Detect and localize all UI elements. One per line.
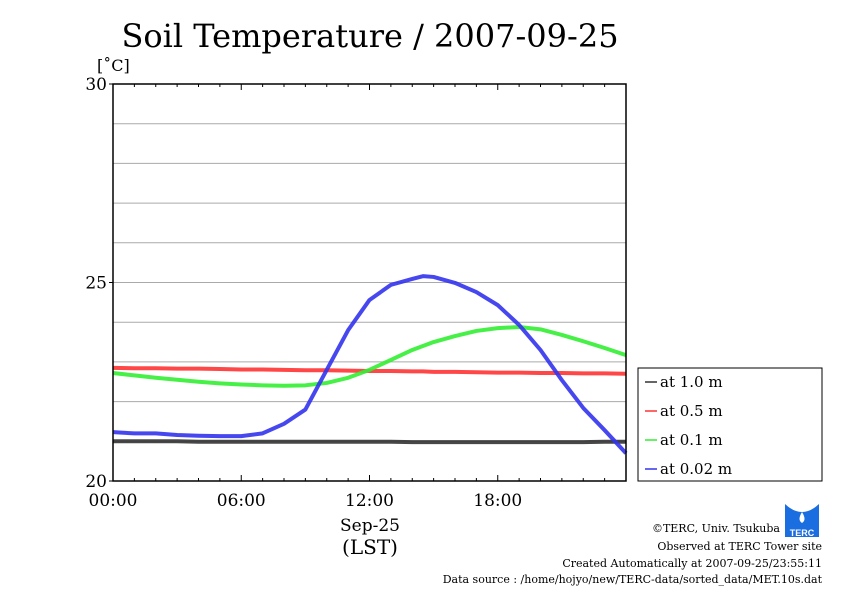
series-line-0: [113, 439, 626, 445]
y-tick-label: 30: [85, 75, 107, 95]
x-axis-date: Sep-25: [340, 516, 400, 536]
y-tick-label: 20: [85, 472, 107, 492]
x-tick-label: 18:00: [473, 491, 522, 511]
ticks: 20 25 30 00:00 06:00 12:00 18:00: [85, 75, 606, 511]
legend: [637, 367, 823, 482]
series-line-1: [112, 365, 627, 376]
terc-logo: TERC: [785, 504, 819, 538]
legend-items: at 1.0 m at 0.5 m at 0.1 m at 0.02 m: [645, 373, 732, 478]
observed-site: Observed at TERC Tower site: [657, 540, 822, 553]
x-tick-label: 06:00: [217, 491, 266, 511]
chart-title: Soil Temperature / 2007-09-25: [121, 17, 618, 55]
y-axis-unit: [˚C]: [97, 56, 130, 75]
legend-label: at 0.02 m: [660, 460, 732, 478]
x-axis-label: (LST): [342, 535, 398, 559]
series-line-3: [112, 274, 628, 455]
series-line-2: [112, 324, 627, 388]
x-tick-label: 12:00: [345, 491, 394, 511]
legend-label: at 1.0 m: [660, 373, 723, 391]
copyright: ©TERC, Univ. Tsukuba: [652, 522, 780, 535]
created-timestamp: Created Automatically at 2007-09-25/23:5…: [562, 557, 822, 570]
legend-label: at 0.1 m: [660, 431, 723, 449]
legend-label: at 0.5 m: [660, 402, 723, 420]
y-tick-label: 25: [85, 274, 107, 294]
gridlines: [113, 123, 626, 442]
logo-text: TERC: [790, 528, 815, 538]
x-tick-label: 00:00: [89, 491, 138, 511]
data-source: Data source : /home/hojyo/new/TERC-data/…: [443, 573, 823, 586]
series-group: [112, 274, 628, 455]
